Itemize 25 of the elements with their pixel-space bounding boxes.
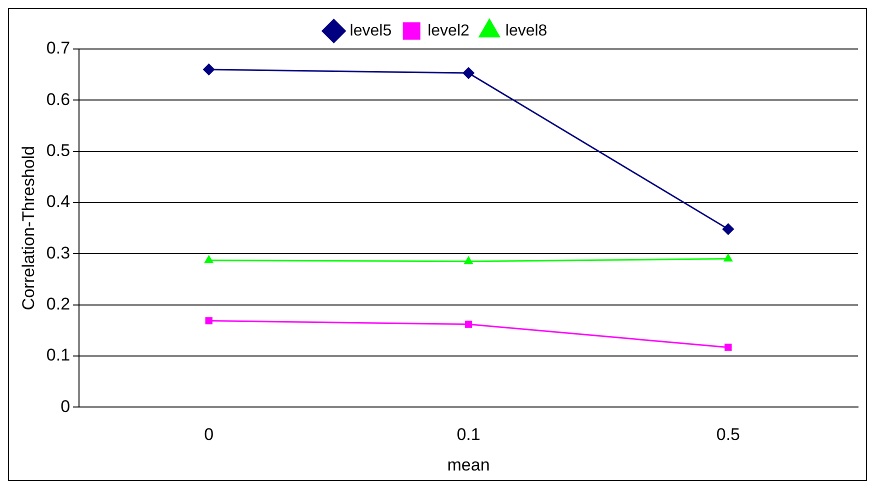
point xyxy=(464,320,472,328)
x-tick-label: 0 xyxy=(204,425,214,444)
y-axis-title: Correlation-Threshold xyxy=(18,146,38,310)
point xyxy=(464,256,473,264)
point xyxy=(722,223,734,235)
x-tick-label: 0.5 xyxy=(716,425,740,444)
point xyxy=(724,254,732,262)
y-tick-label: 0 xyxy=(60,396,70,416)
point xyxy=(203,64,215,76)
y-tick-label: 0.7 xyxy=(46,38,70,58)
point xyxy=(205,317,212,324)
x-tick-label: 0.1 xyxy=(456,425,480,444)
legend-label: level8 xyxy=(505,22,548,40)
y-tick-label: 0.6 xyxy=(46,90,70,109)
legend-label: level5 xyxy=(350,22,392,40)
y-tick-label: 0.1 xyxy=(46,346,70,365)
point xyxy=(462,67,474,79)
y-tick-label: 0.5 xyxy=(46,141,70,160)
legend-label: level2 xyxy=(428,22,470,40)
y-tick-label: 0.2 xyxy=(46,294,70,314)
y-tick-label: 0.3 xyxy=(46,243,70,262)
point xyxy=(724,344,732,351)
y-tick-label: 0.4 xyxy=(46,192,70,212)
point xyxy=(204,256,214,264)
x-axis-title: mean xyxy=(447,455,490,474)
